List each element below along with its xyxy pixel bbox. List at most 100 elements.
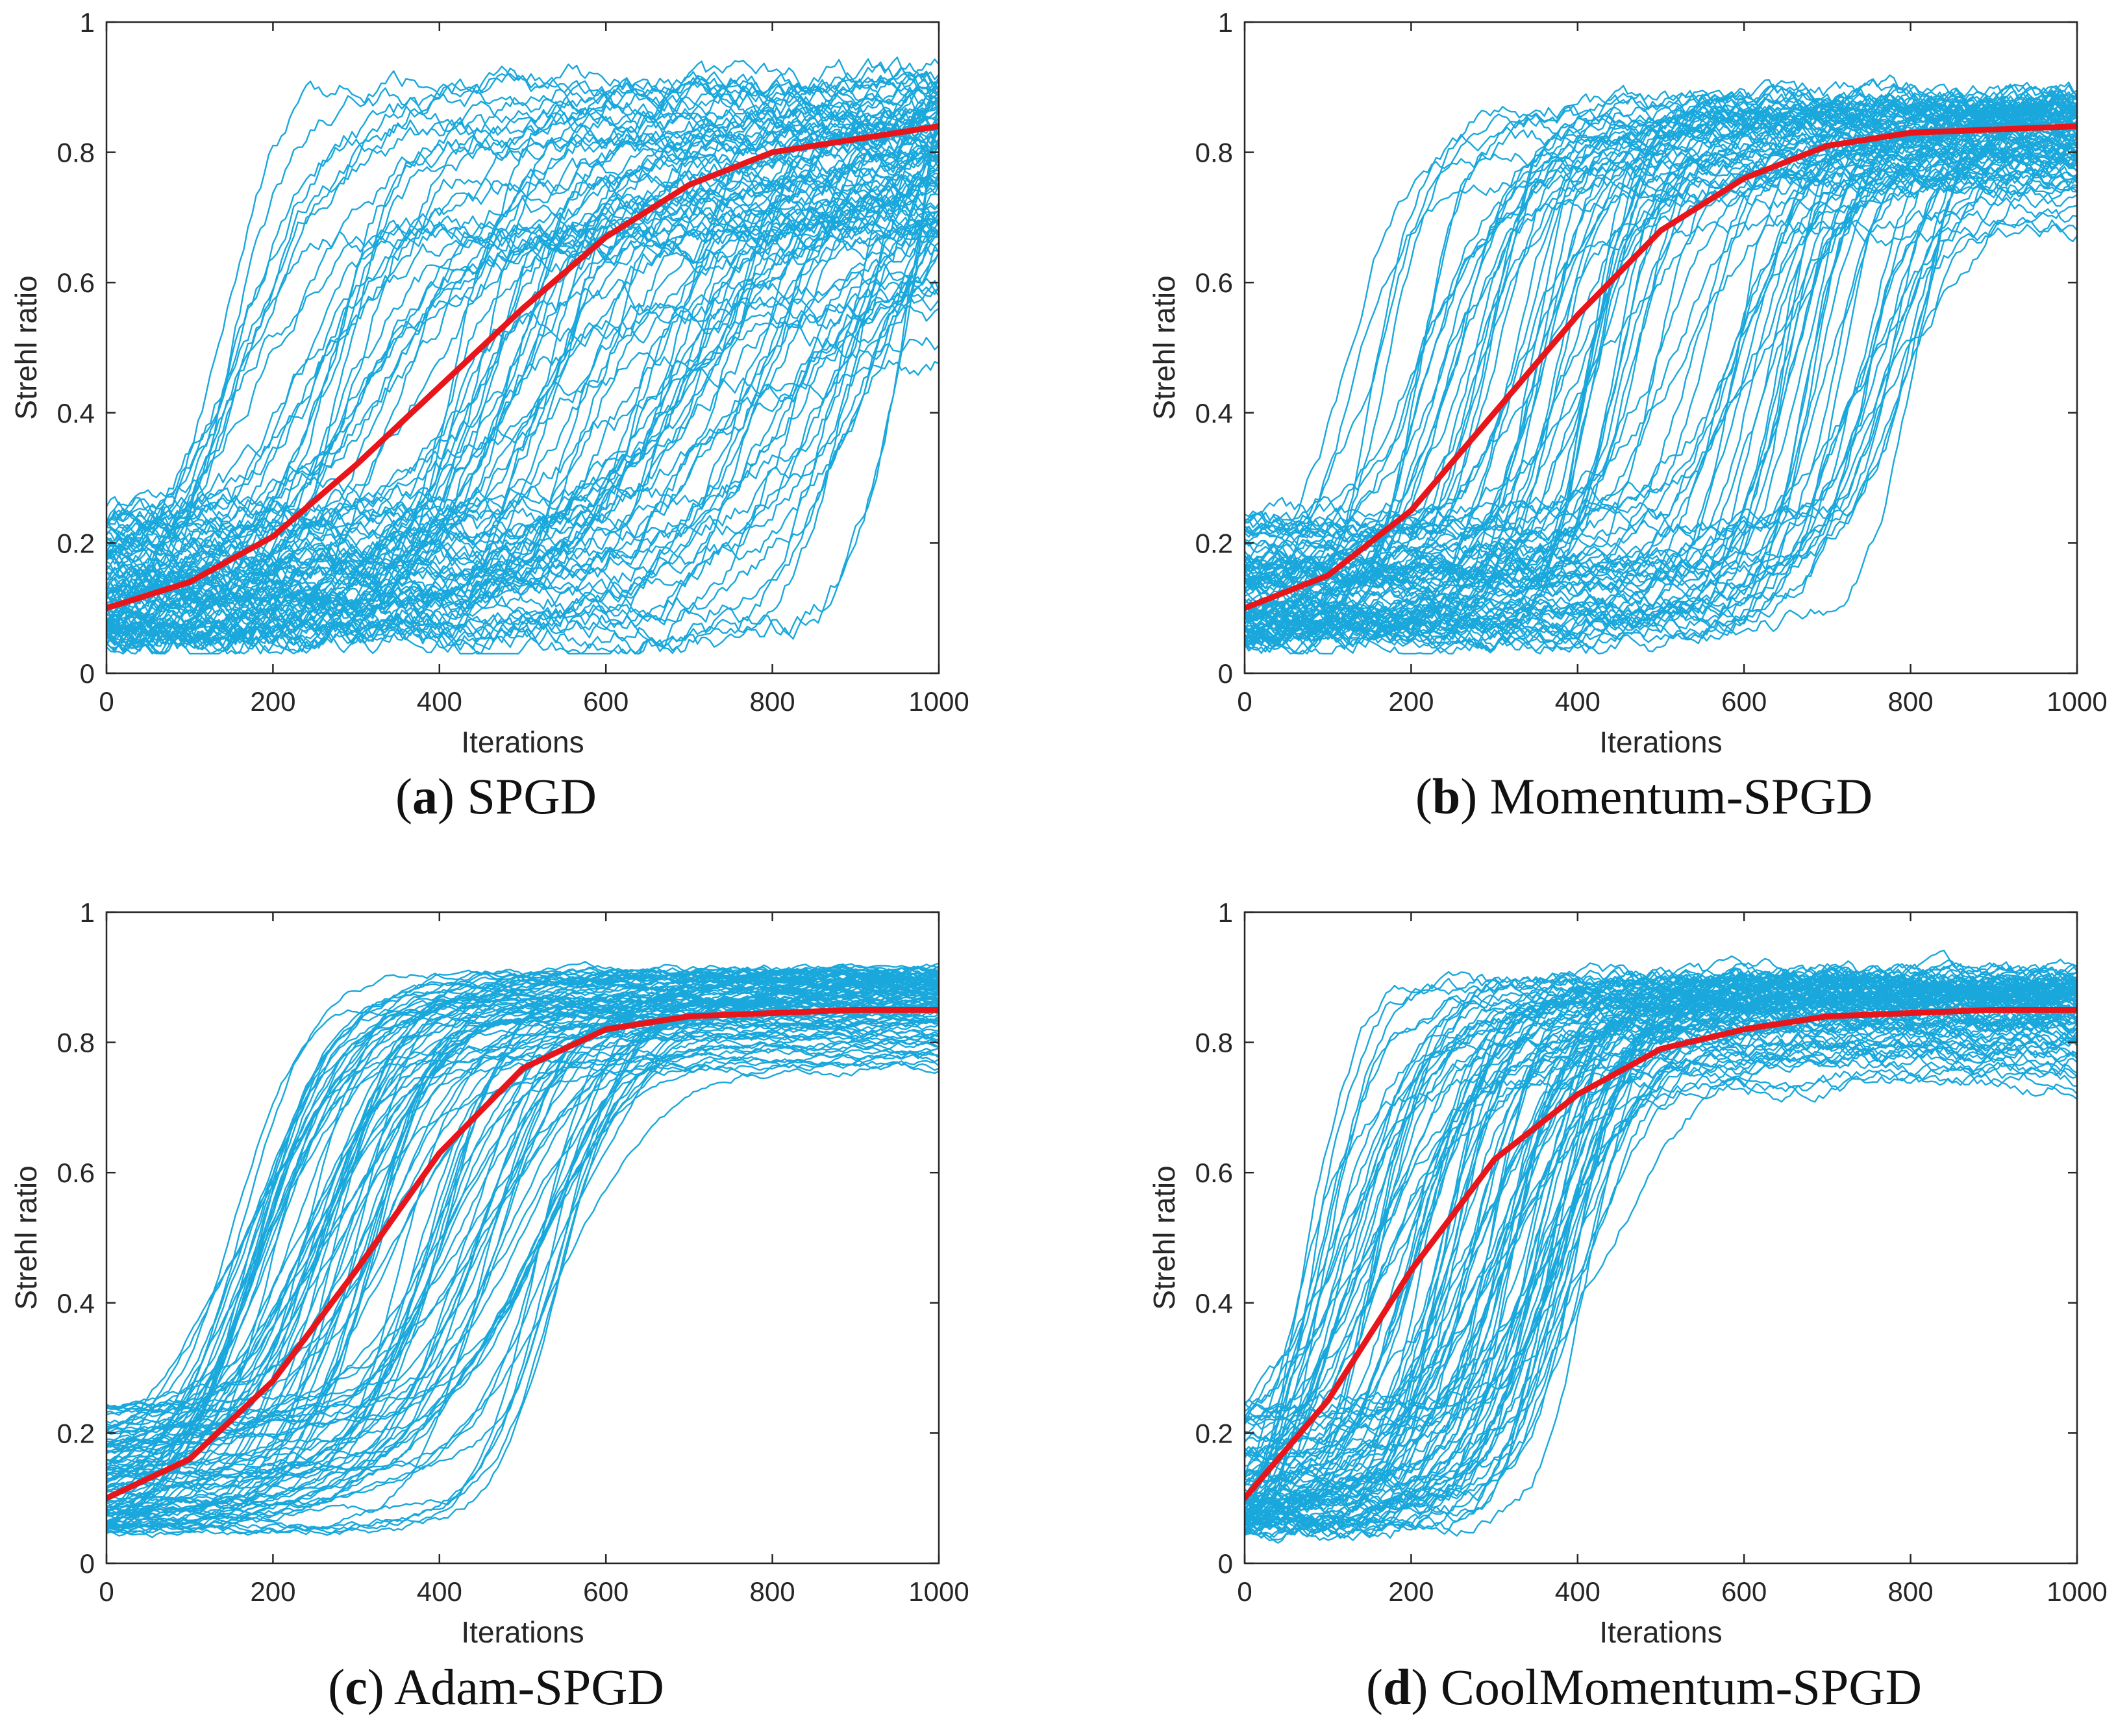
trial-line [1245, 148, 2077, 638]
y-axis-label: Strehl ratio [1147, 1165, 1181, 1309]
trial-line [1245, 137, 2077, 584]
y-tick-label: 0 [1218, 1548, 1233, 1579]
trial-line [1245, 123, 2077, 645]
y-tick-label: 0.8 [57, 1028, 95, 1058]
panel-caption: (b) Momentum-SPGD [1415, 768, 1873, 825]
y-axis-label: Strehl ratio [1147, 275, 1181, 419]
chart-panel-b: 0 200 400 600 800 1000 0 0.2 0.4 0.6 0.8 1 Iteration… [1147, 7, 2108, 825]
x-tick-label: 1000 [908, 1576, 969, 1607]
trial-line [106, 210, 939, 632]
trial-line [1245, 88, 2077, 649]
trial-line [106, 103, 939, 558]
y-tick-label: 0.4 [57, 1288, 95, 1319]
axes-box [1243, 21, 2078, 675]
trial-line [106, 87, 939, 561]
y-tick-label: 1 [1218, 7, 1233, 38]
x-tick-label: 1000 [2047, 686, 2107, 717]
trial-line [1245, 115, 2077, 543]
x-tick-label: 200 [250, 686, 295, 717]
x-tick-label: 800 [1888, 686, 1934, 717]
y-tick-label: 0.6 [57, 267, 95, 298]
y-axis-label: Strehl ratio [9, 1165, 43, 1309]
trial-line [106, 966, 939, 1466]
x-tick-label: 0 [99, 1576, 114, 1607]
trial-line [106, 978, 939, 1448]
trial-line [106, 66, 939, 632]
y-tick-label: 1 [80, 897, 95, 928]
x-axis-label: Iterations [461, 725, 584, 759]
trial-line [106, 225, 939, 639]
trial-line [1245, 208, 2077, 631]
x-tick-label: 600 [1721, 1576, 1767, 1607]
trial-line [106, 106, 939, 538]
x-tick-label: 800 [750, 1576, 795, 1607]
trial-line [106, 1047, 939, 1512]
y-tick-label: 0 [80, 658, 95, 689]
trial-lines [106, 960, 939, 1539]
trial-line [1245, 92, 2077, 577]
trial-line [106, 1053, 939, 1531]
trial-line [106, 93, 939, 591]
trial-line [1245, 1037, 2077, 1464]
y-tick-label: 0.2 [1195, 1418, 1233, 1448]
panel-title: SPGD [467, 768, 597, 825]
panel-letter: d [1383, 1659, 1411, 1715]
trial-line [1245, 997, 2077, 1505]
trial-line [106, 108, 939, 621]
mean-line [106, 123, 939, 612]
trial-line [106, 1032, 939, 1467]
trial-line [1245, 118, 2077, 539]
mean-line [1245, 123, 2077, 612]
x-axis-label: Iterations [1599, 1615, 1722, 1649]
trial-line [106, 973, 939, 1491]
y-tick-label: 0.6 [1195, 1158, 1233, 1188]
axes-box [1243, 911, 2078, 1565]
trial-line [1245, 1017, 2077, 1513]
panel-letter: c [345, 1659, 367, 1715]
panels: 0 200 400 600 800 100000.20.40.60.81Iteration… [9, 7, 2108, 1715]
trial-line [106, 158, 939, 580]
panel-caption: (a) SPGD [395, 768, 597, 825]
panel-caption: (c) Adam-SPGD [328, 1659, 664, 1715]
x-tick-label: 800 [1888, 1576, 1934, 1607]
trial-line [106, 208, 939, 655]
panel-title: Momentum-SPGD [1490, 768, 1873, 825]
panel-caption: (d) CoolMomentum-SPGD [1366, 1659, 1922, 1715]
x-tick-label: 0 [1237, 1576, 1252, 1607]
trial-line [1245, 1069, 2077, 1505]
x-axis-label: Iterations [1599, 725, 1722, 759]
y-tick-label: 0 [80, 1548, 95, 1579]
y-tick-label: 1 [80, 7, 95, 38]
trial-line [106, 981, 939, 1516]
trial-line [106, 140, 939, 653]
trial-line [1245, 210, 2077, 643]
trial-line [1245, 99, 2077, 567]
chart-panel-c: 0 200 400 600 800 1000 0 0.2 0.4 0.6 0.8 1 Iteration… [9, 897, 969, 1715]
x-tick-label: 1000 [2047, 1576, 2107, 1607]
trial-line [1245, 974, 2077, 1456]
trial-line [106, 1023, 939, 1409]
x-tick-label: 400 [417, 686, 462, 717]
y-tick-label: 0.8 [1195, 1028, 1233, 1058]
trial-line [1245, 167, 2077, 597]
trial-line [106, 202, 939, 636]
x-tick-label: 200 [1388, 1576, 1434, 1607]
mean-line [1245, 1007, 2077, 1502]
trial-line [106, 184, 939, 543]
trial-lines [106, 56, 939, 655]
x-tick-label: 200 [250, 1576, 295, 1607]
trial-line [106, 1039, 939, 1480]
trial-line [1245, 982, 2077, 1511]
axes-box [105, 911, 940, 1565]
trial-line [1245, 1060, 2077, 1477]
trial-line [106, 993, 939, 1457]
trial-line [106, 71, 939, 597]
y-tick-label: 0.2 [57, 528, 95, 558]
trial-line [106, 981, 939, 1531]
trial-line [1245, 1038, 2077, 1511]
y-tick-label: 0.6 [1195, 267, 1233, 298]
trial-line [106, 63, 939, 553]
x-tick-label: 0 [1237, 686, 1252, 717]
x-tick-label: 600 [583, 686, 629, 717]
